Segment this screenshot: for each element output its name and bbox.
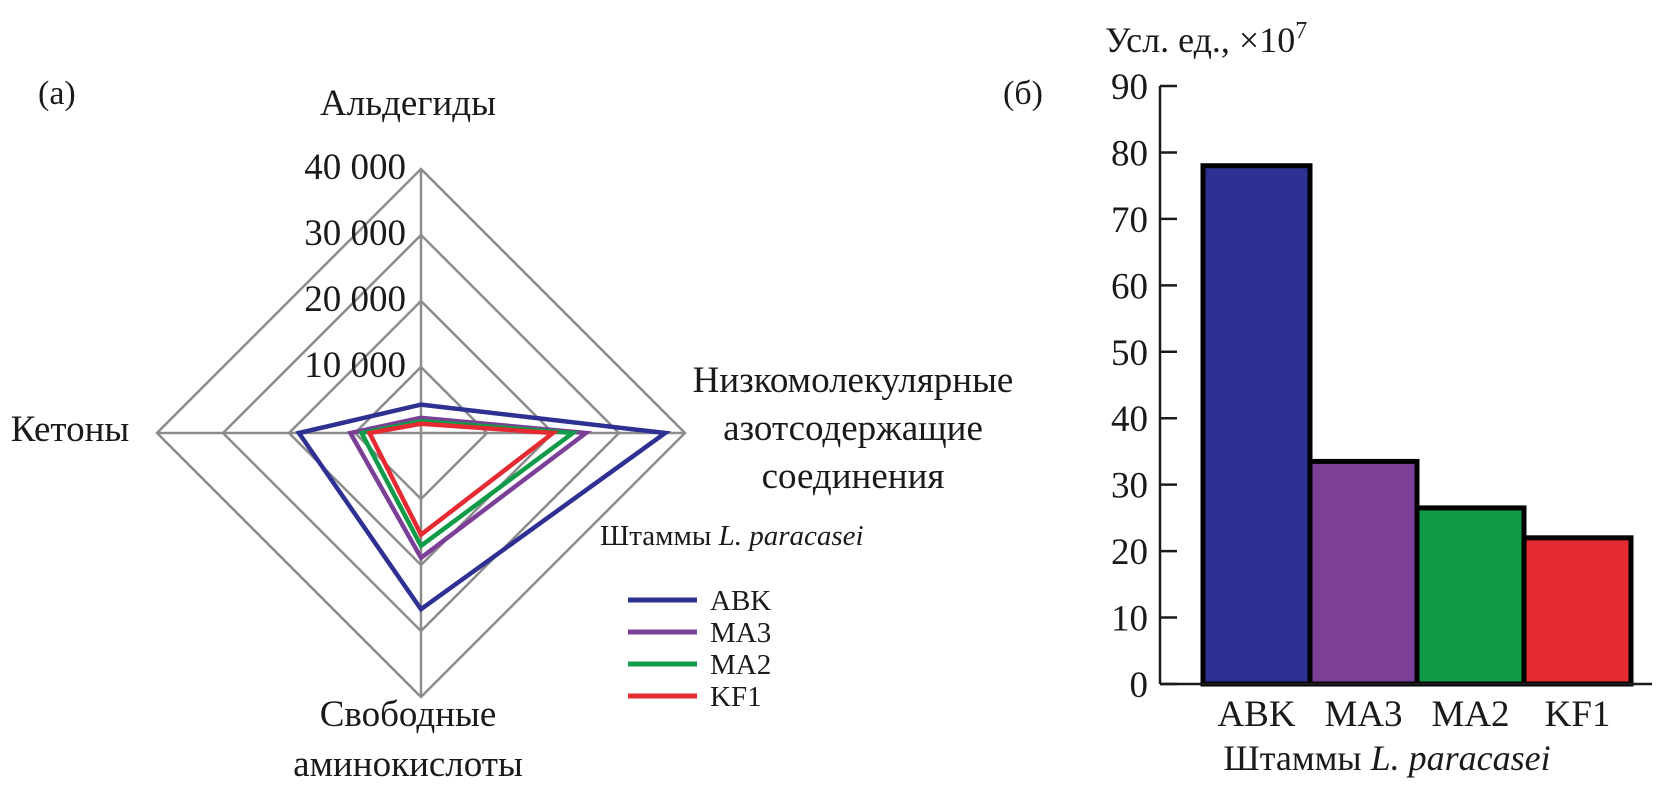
radar-axis-label-line: азотсодержащие xyxy=(723,408,983,449)
bar-panel-label: (б) xyxy=(1003,75,1043,112)
radar-series-abk xyxy=(295,402,672,613)
radar-scale-tick-label: 20 000 xyxy=(304,279,406,320)
bar-y-ticks: 0 10 20 30 40 50 60 70 80 90 xyxy=(1111,67,1177,706)
bar-y-tick-label: 30 xyxy=(1111,466,1148,507)
radar-axis-label-line: Кетоны xyxy=(11,409,130,450)
bar-y-tick-label: 20 xyxy=(1111,532,1148,573)
bar-ma3 xyxy=(1307,458,1420,687)
bar-axes xyxy=(1158,86,1652,686)
bar-x-tick-labels: ABK MA3 MA2 KF1 xyxy=(1217,694,1610,735)
radar-panel-label: (а) xyxy=(38,75,76,112)
legend-label-ma2: MA2 xyxy=(710,649,771,681)
legend-title-prefix: Штаммы xyxy=(600,520,719,552)
radar-axis-label-line: Свободные xyxy=(320,694,497,735)
bar-y-tick-label: 40 xyxy=(1111,399,1148,440)
radar-scale-tick-label: 40 000 xyxy=(304,147,406,188)
bar-y-tick-label: 80 xyxy=(1111,133,1148,174)
bar-ma2 xyxy=(1414,505,1527,687)
radar-axis-label-3: Свободные аминокислоты xyxy=(293,694,523,785)
bar-y-tick-label: 70 xyxy=(1111,200,1148,241)
legend-title-species: L. paracasei xyxy=(718,520,864,552)
bar-y-tick-label: 60 xyxy=(1111,266,1148,307)
bar-y-tick-label: 90 xyxy=(1111,67,1148,108)
radar-chart: (а) 10 000 20 000 30 000 40 000 Альдегиды Ни… xyxy=(11,75,1014,785)
radar-scale-ticks: 10 000 20 000 30 000 40 000 xyxy=(304,147,406,386)
legend-label-ma3: MA3 xyxy=(710,617,771,649)
bar-y-axis-label: Усл. ед., ×107 xyxy=(1105,18,1307,60)
legend-title: Штаммы L. paracasei xyxy=(600,520,864,552)
bar-y-tick-label: 10 xyxy=(1111,599,1148,640)
radar-scale-tick-label: 10 000 xyxy=(304,345,406,386)
bar-marks xyxy=(1200,163,1634,687)
radar-axis-label-line: соединения xyxy=(762,456,945,497)
bar-x-axis-label-species: L. paracasei xyxy=(1370,738,1551,778)
radar-scale-tick-label: 30 000 xyxy=(304,213,406,254)
radar-series xyxy=(295,402,672,613)
bar-x-tick-label-abk: ABK xyxy=(1217,694,1295,735)
radar-axis-label-line: аминокислоты xyxy=(293,744,523,785)
radar-axis-labels: Альдегиды Низкомолекулярные азотсодержащие… xyxy=(11,83,1014,785)
bar-chart: (б) Усл. ед., ×107 0 10 20 30 40 50 60 70 80 90 A… xyxy=(1003,18,1652,778)
radar-axis-label-line: Низкомолекулярные xyxy=(693,360,1014,401)
bar-y-axis-label-text: Усл. ед., ×10 xyxy=(1105,20,1295,60)
bar-x-axis-label-prefix: Штаммы xyxy=(1223,738,1370,778)
radar-series-ma3 xyxy=(346,415,592,562)
bar-x-tick-label-ma2: MA2 xyxy=(1431,694,1509,735)
bar-kf1 xyxy=(1521,535,1634,687)
radar-series-kf1 xyxy=(366,421,560,539)
bar-x-axis-label: Штаммы L. paracasei xyxy=(1223,738,1550,778)
radar-axis-label-line: Альдегиды xyxy=(320,83,496,124)
legend-label-kf1: KF1 xyxy=(710,681,762,713)
bar-x-tick-label-kf1: KF1 xyxy=(1545,694,1611,735)
radar-axis-label-2: Низкомолекулярные азотсодержащие соединени… xyxy=(693,360,1014,497)
bar-y-tick-label: 50 xyxy=(1111,333,1148,374)
bar-abk xyxy=(1200,163,1313,687)
legend-label-abk: ABK xyxy=(710,585,771,617)
radar-axis-label-1: Альдегиды xyxy=(320,83,496,124)
radar-grid xyxy=(155,167,687,699)
bar-y-axis-label-exponent: 7 xyxy=(1295,18,1307,44)
bar-x-tick-label-ma3: MA3 xyxy=(1324,694,1402,735)
bar-y-tick-label: 0 xyxy=(1130,665,1149,706)
radar-axis-label-4: Кетоны xyxy=(11,409,130,450)
